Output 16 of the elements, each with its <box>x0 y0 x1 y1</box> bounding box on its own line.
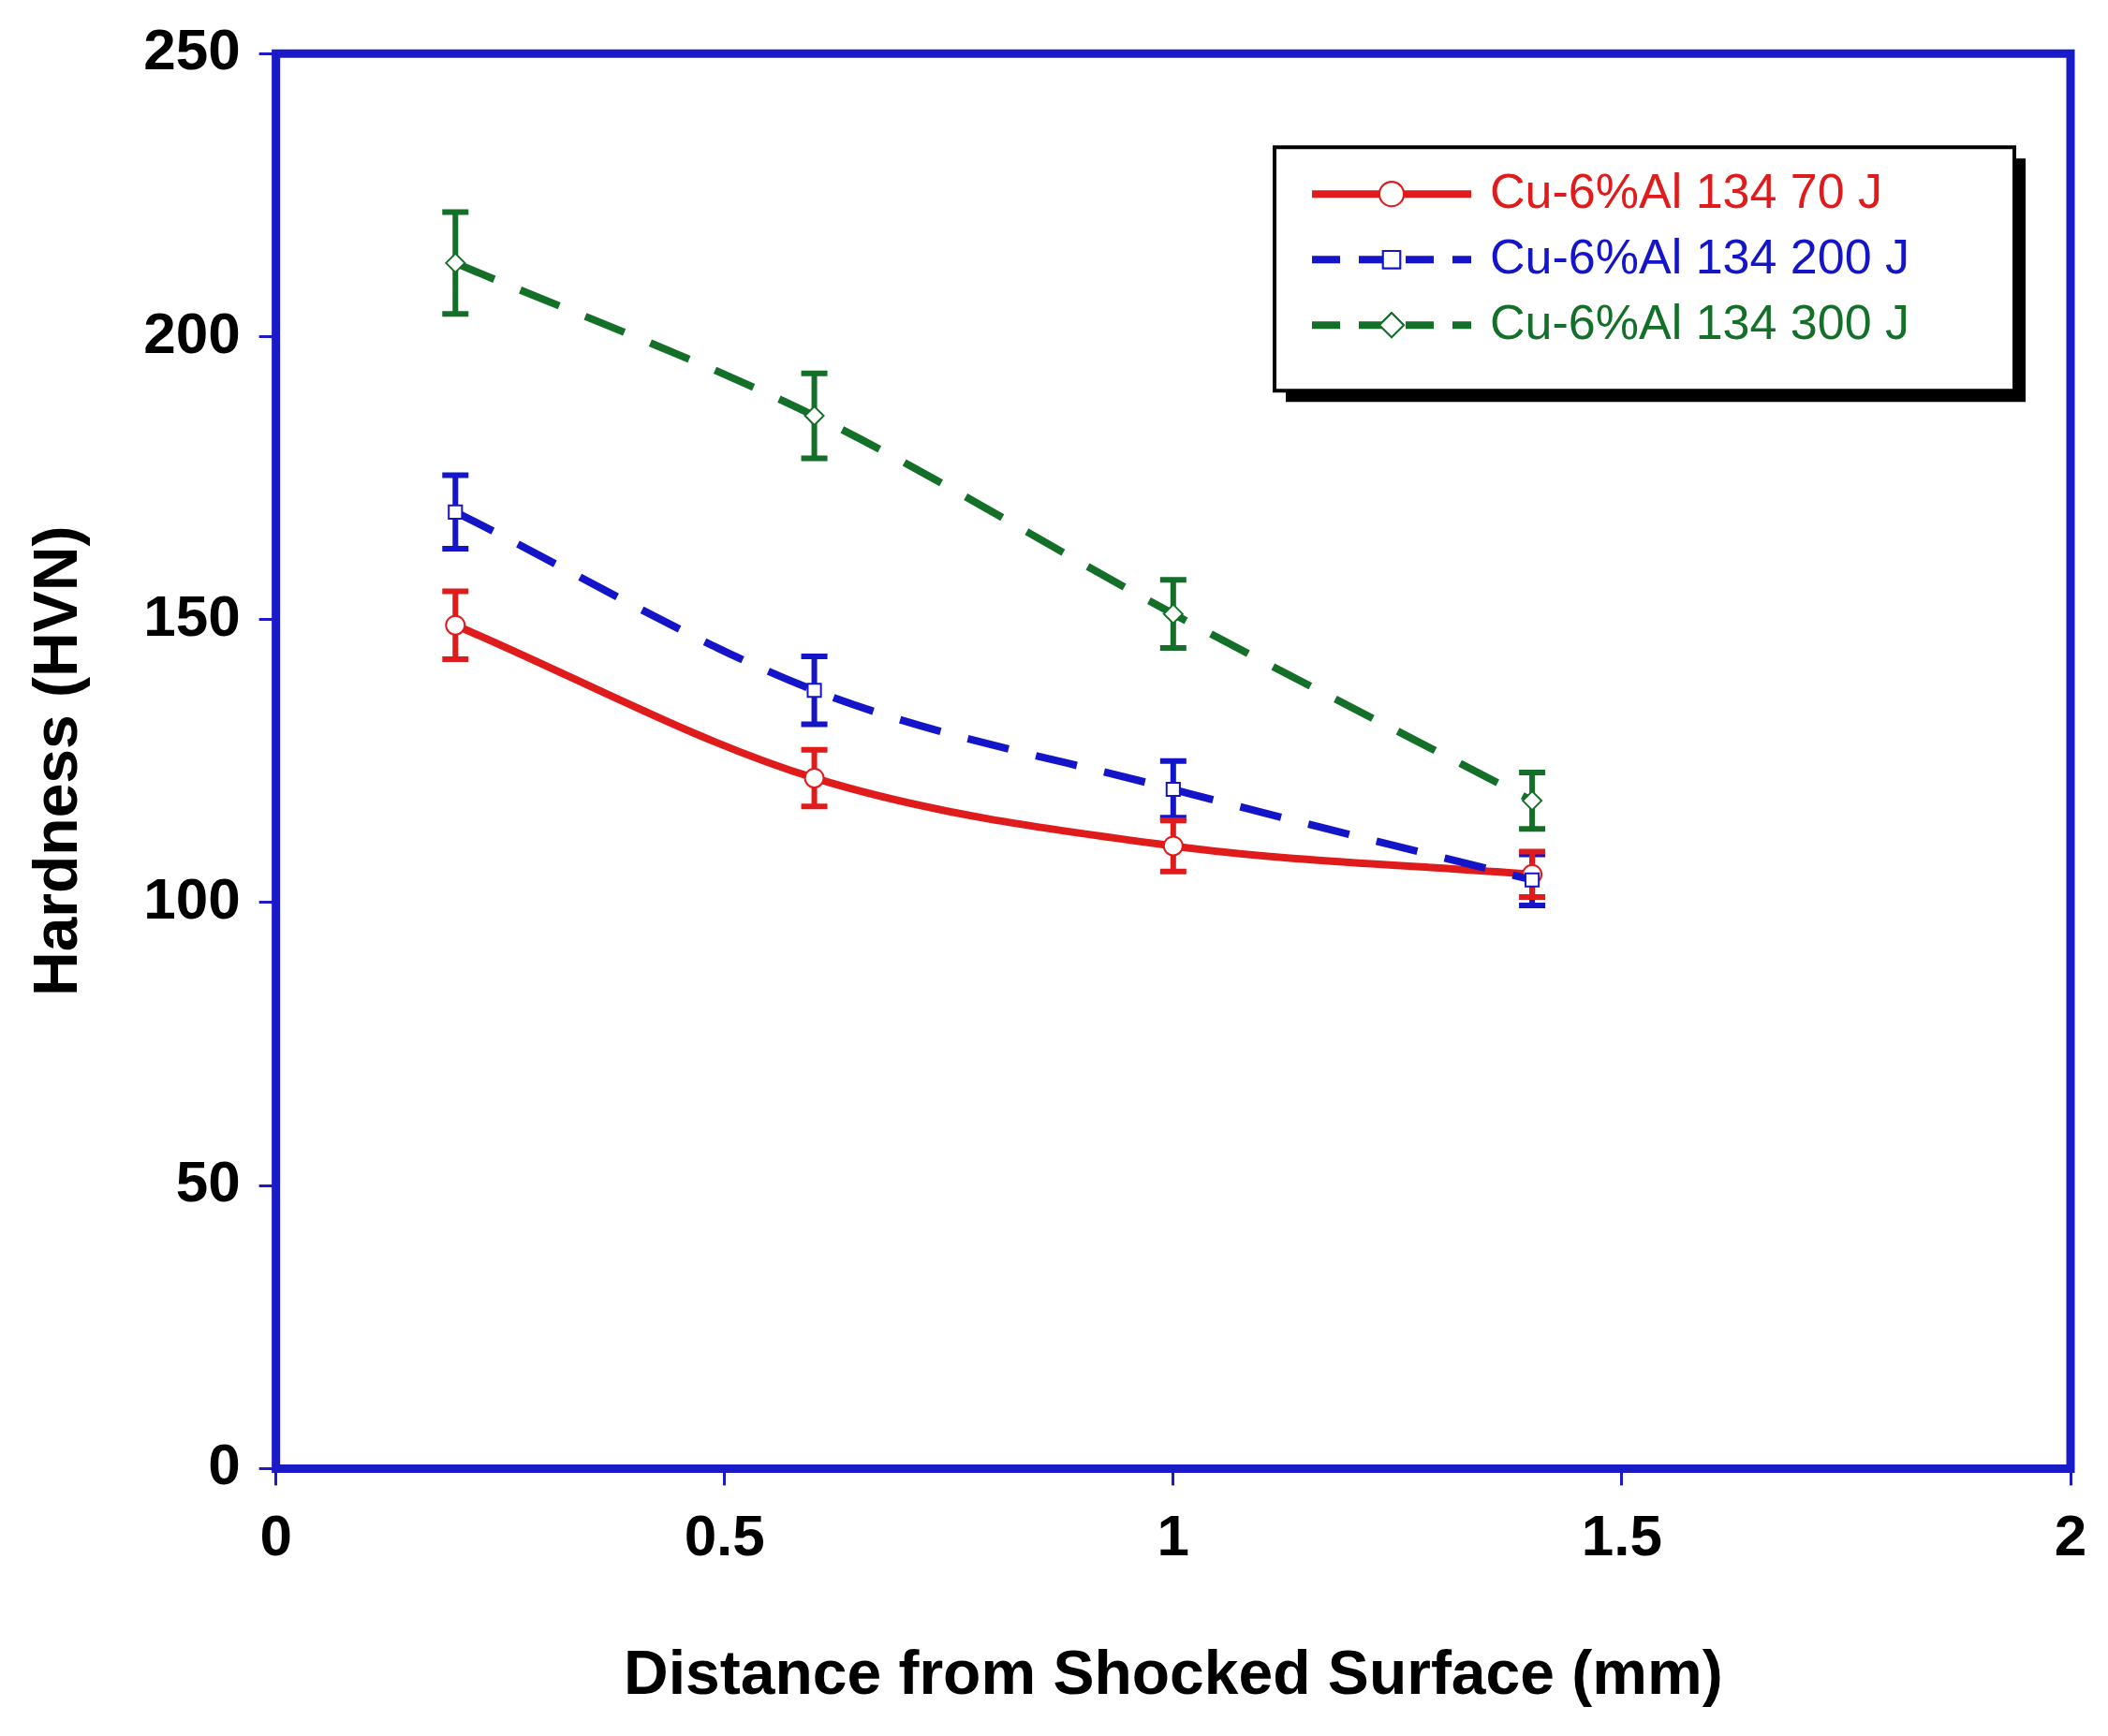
y-tick-label: 100 <box>143 866 241 932</box>
y-tick-label: 200 <box>143 300 241 365</box>
x-tick-label: 1 <box>1157 1502 1190 1567</box>
legend-label: Cu-6%Al 134 200 J <box>1490 228 1910 284</box>
y-tick-label: 150 <box>143 582 241 648</box>
x-axis-title: Distance from Shocked Surface (mm) <box>623 1637 1723 1707</box>
x-tick-label: 1.5 <box>1581 1502 1663 1567</box>
x-tick-label: 0.5 <box>684 1502 765 1567</box>
legend-label: Cu-6%Al 134 300 J <box>1490 294 1910 349</box>
x-tick-label: 0 <box>259 1502 292 1567</box>
y-axis-title: Hardness (HVN) <box>20 525 90 997</box>
y-tick-label: 50 <box>175 1149 241 1214</box>
x-tick-label: 2 <box>2054 1502 2087 1567</box>
legend-label: Cu-6%Al 134 70 J <box>1490 163 1883 218</box>
y-tick-label: 250 <box>143 17 241 82</box>
y-tick-label: 0 <box>208 1432 241 1497</box>
